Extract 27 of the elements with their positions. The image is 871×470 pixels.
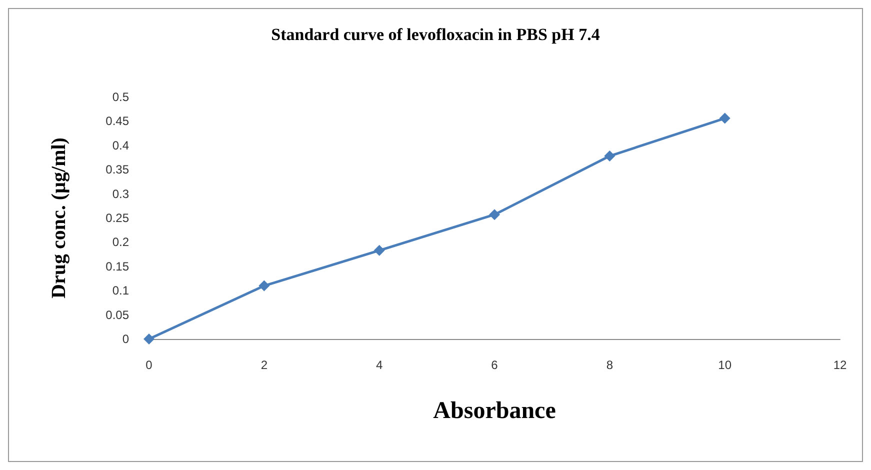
y-tick-label: 0 — [122, 332, 130, 346]
x-tick-label: 2 — [260, 358, 268, 372]
y-tick-label: 0.05 — [106, 308, 130, 322]
y-tick-label: 0.45 — [106, 114, 130, 128]
point — [374, 244, 385, 256]
x-tick-label: 4 — [376, 358, 383, 372]
y-tick-label: 0.25 — [106, 211, 130, 225]
y-axis-title: Drug conc. (µg/ml) — [48, 138, 70, 298]
y-tick-label: 0.15 — [106, 259, 130, 274]
point — [604, 150, 616, 162]
y-tick-label: 0.5 — [112, 90, 130, 104]
y-tick-label: 0.35 — [106, 162, 130, 177]
y-tick-label: 0.3 — [112, 186, 130, 201]
x-axis-title: Absorbance — [433, 398, 556, 424]
y-tick-label: 0.4 — [112, 138, 130, 152]
x-tick-label: 10 — [718, 358, 732, 372]
point — [258, 280, 270, 292]
x-tick-label: 0 — [146, 358, 153, 372]
y-tick-label: 0.2 — [112, 235, 130, 250]
point — [489, 209, 500, 220]
x-tick-label: 12 — [833, 358, 847, 372]
point — [144, 334, 154, 344]
chart-title: Standard curve of levofloxacin in PBS pH 7.4 — [271, 25, 600, 44]
x-tick-label: 6 — [491, 358, 498, 372]
y-tick-label: 0.1 — [112, 284, 130, 298]
x-tick-label: 8 — [606, 358, 614, 372]
point — [719, 112, 730, 124]
